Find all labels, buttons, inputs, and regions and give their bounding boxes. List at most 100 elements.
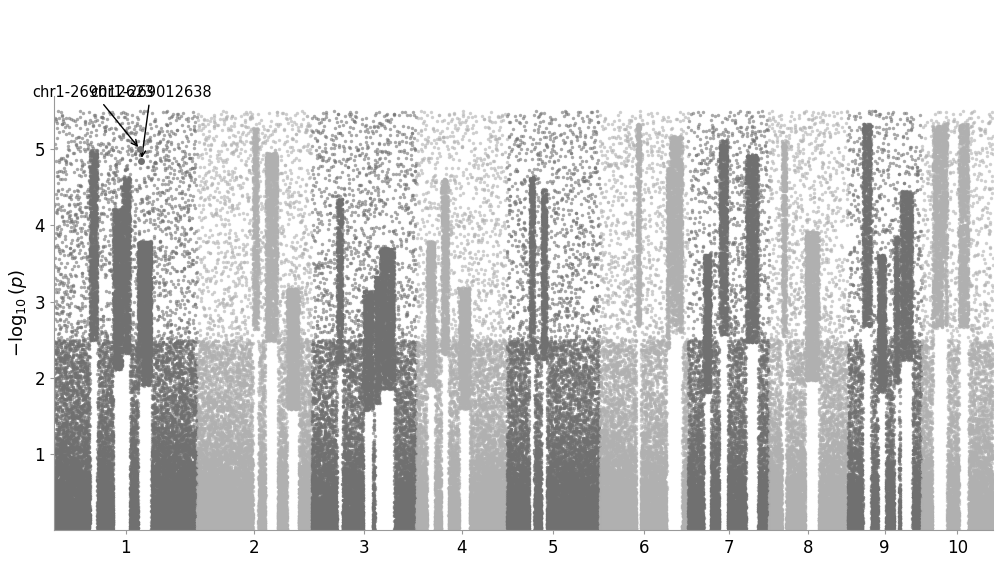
Point	[391, 423, 407, 432]
Point	[980, 525, 996, 534]
Point	[217, 371, 233, 380]
Point	[777, 314, 793, 323]
Point	[357, 305, 373, 314]
Point	[470, 499, 486, 508]
Point	[112, 345, 128, 354]
Point	[287, 316, 303, 325]
Point	[268, 248, 284, 257]
Point	[907, 483, 923, 492]
Point	[48, 447, 64, 456]
Point	[803, 372, 819, 381]
Point	[145, 513, 161, 522]
Point	[246, 158, 262, 168]
Point	[686, 504, 702, 513]
Point	[851, 352, 867, 362]
Point	[705, 517, 721, 526]
Point	[445, 510, 461, 519]
Point	[256, 473, 272, 482]
Point	[380, 319, 396, 328]
Point	[255, 495, 271, 504]
Point	[504, 506, 520, 515]
Point	[957, 173, 973, 182]
Point	[278, 507, 294, 516]
Point	[441, 290, 457, 299]
Point	[512, 364, 528, 373]
Point	[717, 278, 733, 287]
Point	[306, 472, 322, 481]
Point	[213, 525, 229, 534]
Point	[940, 387, 956, 396]
Point	[611, 420, 627, 429]
Point	[497, 420, 513, 429]
Point	[416, 521, 432, 530]
Point	[164, 204, 180, 213]
Point	[405, 438, 421, 447]
Point	[291, 510, 307, 519]
Point	[723, 215, 739, 224]
Point	[744, 201, 760, 210]
Point	[878, 522, 894, 531]
Point	[971, 452, 987, 461]
Point	[979, 521, 995, 530]
Point	[223, 485, 239, 494]
Point	[142, 316, 158, 325]
Point	[785, 524, 801, 533]
Point	[412, 513, 428, 522]
Point	[629, 145, 645, 154]
Point	[221, 401, 237, 410]
Point	[707, 514, 723, 523]
Point	[403, 463, 419, 472]
Point	[936, 133, 952, 142]
Point	[315, 499, 331, 508]
Point	[343, 523, 359, 532]
Point	[317, 478, 333, 487]
Point	[258, 239, 274, 248]
Point	[140, 258, 156, 267]
Point	[530, 461, 546, 470]
Point	[259, 258, 275, 267]
Point	[792, 525, 808, 534]
Point	[705, 501, 721, 510]
Point	[529, 521, 545, 530]
Point	[777, 315, 793, 324]
Point	[306, 461, 322, 470]
Point	[655, 518, 671, 527]
Point	[303, 503, 319, 512]
Point	[403, 513, 419, 522]
Point	[391, 488, 407, 497]
Point	[679, 368, 695, 377]
Point	[105, 452, 121, 461]
Point	[779, 501, 795, 510]
Point	[536, 236, 552, 245]
Point	[751, 468, 767, 477]
Point	[450, 520, 466, 529]
Point	[451, 352, 467, 362]
Point	[767, 446, 783, 455]
Point	[176, 309, 192, 318]
Point	[195, 200, 211, 209]
Point	[178, 493, 194, 502]
Point	[855, 148, 871, 157]
Point	[756, 443, 772, 452]
Point	[759, 390, 775, 399]
Point	[855, 157, 871, 166]
Point	[302, 412, 318, 421]
Point	[328, 497, 344, 506]
Point	[662, 230, 678, 239]
Point	[137, 367, 153, 376]
Point	[386, 266, 402, 275]
Point	[60, 487, 76, 496]
Point	[60, 521, 76, 530]
Point	[683, 226, 699, 235]
Point	[412, 365, 428, 374]
Point	[193, 523, 209, 532]
Point	[867, 482, 883, 491]
Point	[173, 381, 189, 390]
Point	[791, 521, 807, 530]
Point	[239, 484, 255, 494]
Point	[404, 129, 420, 138]
Point	[749, 270, 765, 279]
Point	[498, 524, 514, 533]
Point	[808, 315, 824, 324]
Point	[48, 411, 64, 420]
